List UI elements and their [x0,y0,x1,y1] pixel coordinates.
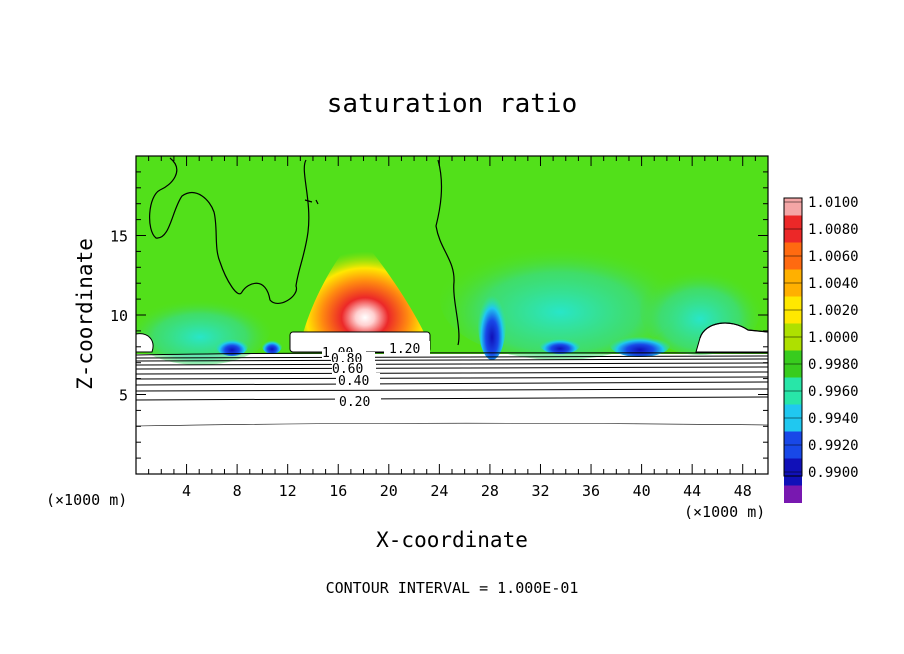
x-tick-label: 8 [233,482,242,500]
y-tick-label: 15 [110,228,128,246]
chart-title: saturation ratio [327,89,577,119]
contour-lines-upper [149,157,768,346]
x-unit-label-right: (×1000 m) [684,503,765,521]
colorbar-label: 1.0060 [808,249,859,265]
colorbar-label: 0.9940 [808,411,859,427]
y-tick-label: 5 [119,387,128,405]
colorbar-label: 0.9900 [808,465,859,481]
colorbar: 1.0100 1.0080 1.0060 1.0040 1.0020 1.0000 0.99… [783,195,859,503]
contour-lines-lower [136,352,768,427]
y-tick-label: 10 [110,307,128,325]
colorbar-label: 0.9920 [808,438,859,454]
contour-label: 1.20 [389,342,420,357]
x-tick-label: 44 [683,482,701,500]
x-axis: 4 8 12 16 20 24 28 32 36 40 44 48 [148,156,756,500]
x-tick-label: 16 [329,482,347,500]
x-tick-label: 12 [279,482,297,500]
subsaturated-blob [216,336,248,356]
subsaturated-blob [478,284,506,360]
colorbar-label: 1.0020 [808,303,859,319]
x-tick-label: 4 [182,482,191,500]
x-tick-label: 36 [582,482,600,500]
colorbar-label: 1.0080 [808,222,859,238]
colorbar-band [784,198,802,216]
y-axis-label: Z-coordinate [73,238,97,390]
subsaturated-blob [540,336,580,354]
x-tick-label: 40 [633,482,651,500]
subsaturated-blob [262,338,282,354]
cloud-block [136,333,154,353]
x-axis-label: X-coordinate [376,528,528,552]
colorbar-label: 1.0040 [808,276,859,292]
contour-labels: 1.20 1.00 0.80 0.60 0.40 0.20 [322,341,430,410]
x-unit-label-left: (×1000 m) [46,491,127,509]
colorbar-label: 1.0000 [808,330,859,346]
colorbar-label: 0.9980 [808,357,859,373]
x-tick-label: 20 [380,482,398,500]
colorbar-label: 1.0100 [808,195,859,211]
plot-area: 1.20 1.00 0.80 0.60 0.40 0.20 [136,156,768,474]
x-tick-label: 24 [430,482,448,500]
contour-label: 0.40 [338,374,369,389]
contour-label: 0.20 [339,395,370,410]
x-tick-label: 32 [531,482,549,500]
x-tick-label: 48 [734,482,752,500]
contour-interval-note: CONTOUR INTERVAL = 1.000E-01 [326,579,579,597]
y-axis: 5 10 15 [110,171,768,459]
x-tick-label: 28 [481,482,499,500]
colorbar-label: 0.9960 [808,384,859,400]
colorbar-band [784,485,802,503]
supersaturated-plume [300,235,430,345]
subsaturated-blob [610,333,670,357]
